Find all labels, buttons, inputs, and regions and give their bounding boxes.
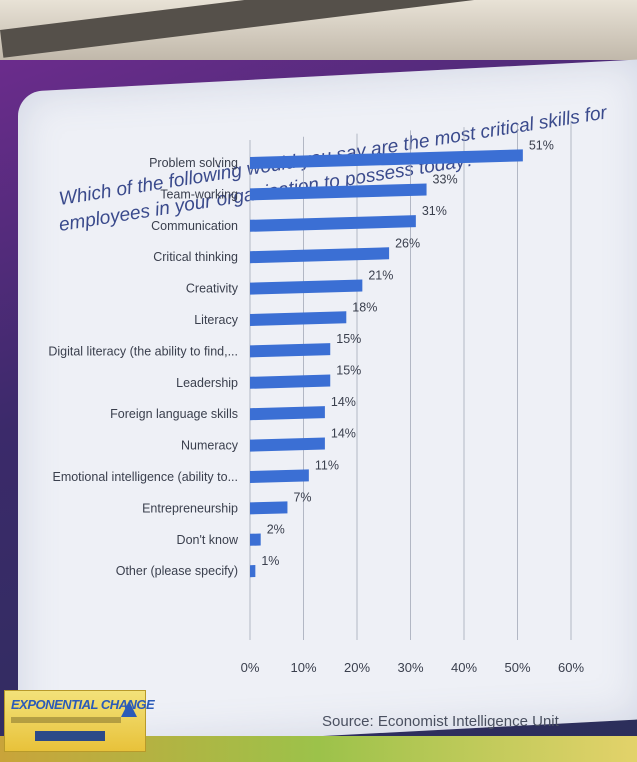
category-label: Numeracy <box>181 439 239 453</box>
x-tick-label: 10% <box>290 660 316 675</box>
category-label: Literacy <box>194 313 239 327</box>
x-tick-label: 60% <box>558 660 584 675</box>
x-tick-label: 0% <box>241 660 260 675</box>
x-tick-label: 40% <box>451 660 477 675</box>
logo-date-strip <box>35 731 105 741</box>
category-label: Team-working <box>160 187 238 201</box>
bar <box>250 149 523 169</box>
x-tick-label: 50% <box>504 660 530 675</box>
category-label: Digital literacy (the ability to find,..… <box>48 344 238 358</box>
category-label: Communication <box>151 219 238 233</box>
bar <box>250 469 309 483</box>
value-label: 11% <box>315 458 339 472</box>
category-label: Leadership <box>176 376 238 390</box>
x-tick-label: 20% <box>344 660 370 675</box>
value-label: 14% <box>331 395 356 409</box>
source-note: Source: Economist Intelligence Unit <box>322 713 560 730</box>
value-labels: 51% 33% 31% 26% 21% 18% 15% 15% 14% 14% 11% 7% 2% 1% <box>261 138 554 568</box>
chart-title: Which of the following would you say are… <box>57 102 609 236</box>
category-label: Creativity <box>186 282 239 296</box>
category-label: Foreign language skills <box>110 407 238 421</box>
value-label: 21% <box>368 268 393 282</box>
logo-subtitle-bar <box>11 717 121 723</box>
bar <box>250 374 331 389</box>
category-label: Critical thinking <box>153 250 238 264</box>
x-tick-label: 30% <box>397 660 423 675</box>
bar <box>250 311 347 326</box>
category-label: Other (please specify) <box>116 564 238 578</box>
value-label: 1% <box>261 554 279 568</box>
arrow-up-icon <box>121 701 137 717</box>
bar <box>250 279 363 295</box>
logo-text: EXPONENTIAL CHANGE <box>11 697 155 712</box>
bar <box>250 343 331 358</box>
category-labels: Problem solving Team-working Communication… <box>48 156 239 578</box>
chart-bars <box>250 149 523 578</box>
value-label: 15% <box>336 364 361 378</box>
value-label: 31% <box>422 204 447 218</box>
value-label: 26% <box>395 236 420 250</box>
bar <box>250 501 288 515</box>
value-label: 2% <box>267 523 285 537</box>
value-label: 7% <box>293 490 311 504</box>
bar <box>250 437 325 452</box>
value-label: 18% <box>352 300 377 314</box>
bar <box>250 406 325 421</box>
value-label: 15% <box>336 332 361 346</box>
value-label: 14% <box>331 427 356 441</box>
bar <box>250 247 390 264</box>
x-axis-ticks: 0% 10% 20% 30% 40% 50% 60% <box>241 660 585 675</box>
category-label: Problem solving <box>149 156 238 170</box>
bar <box>250 533 261 546</box>
event-logo: EXPONENTIAL CHANGE <box>4 690 155 752</box>
category-label: Emotional intelligence (ability to... <box>52 470 238 484</box>
value-label: 51% <box>529 138 554 152</box>
category-label: Entrepreneurship <box>142 501 238 515</box>
category-label: Don't know <box>177 533 239 547</box>
bar <box>250 215 416 232</box>
bar <box>250 183 427 201</box>
bar <box>250 565 256 578</box>
value-label: 33% <box>433 172 458 186</box>
